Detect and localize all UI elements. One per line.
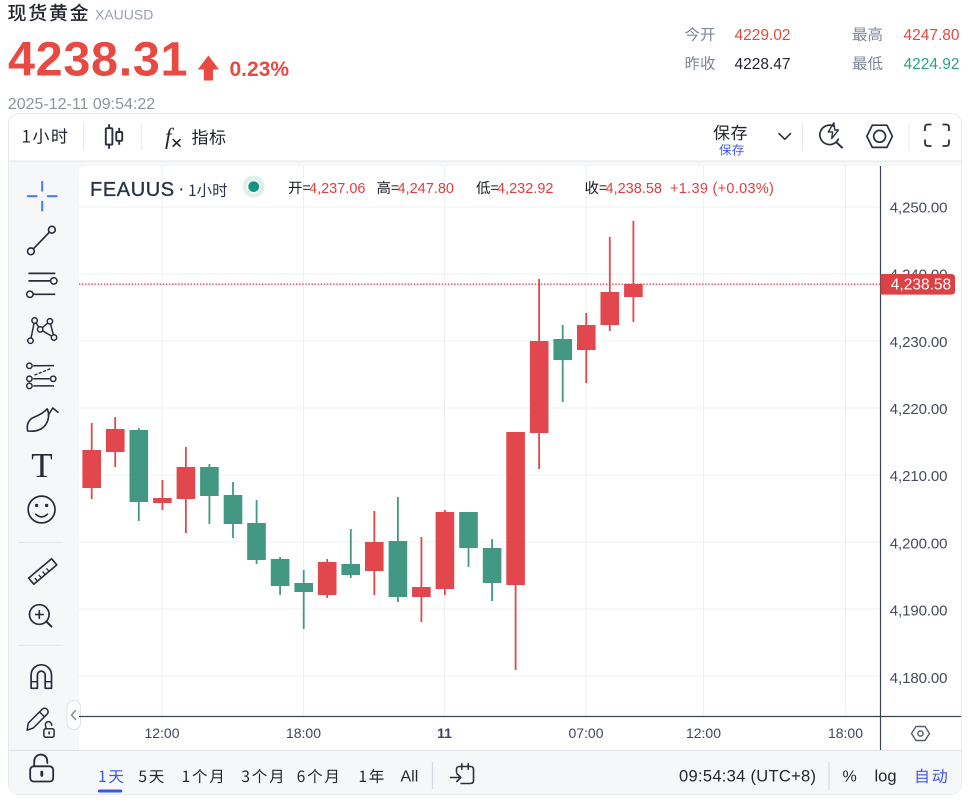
svg-text:FEAUUS: FEAUUS — [90, 179, 175, 201]
svg-text:T: T — [31, 446, 52, 485]
svg-text:07:00: 07:00 — [568, 725, 603, 741]
svg-text:4,230.00: 4,230.00 — [890, 334, 948, 351]
svg-text:f: f — [165, 124, 175, 149]
svg-text:XAUUSD: XAUUSD — [95, 7, 153, 23]
svg-text:18:00: 18:00 — [286, 725, 321, 741]
svg-text:18:00: 18:00 — [828, 725, 863, 741]
svg-text:4,200.00: 4,200.00 — [890, 535, 948, 552]
svg-text:4228.47: 4228.47 — [734, 56, 790, 73]
svg-text:2025-12-11 09:54:22: 2025-12-11 09:54:22 — [8, 96, 155, 113]
svg-text:+1.39 (+0.03%): +1.39 (+0.03%) — [670, 181, 774, 197]
svg-text:log: log — [875, 768, 897, 786]
svg-text:4,238.58: 4,238.58 — [891, 277, 951, 294]
svg-text:4229.02: 4229.02 — [734, 27, 790, 44]
svg-text:12:00: 12:00 — [686, 725, 721, 741]
svg-text:4,210.00: 4,210.00 — [890, 468, 948, 485]
svg-text:4,237.06: 4,237.06 — [309, 181, 365, 197]
svg-text:4247.80: 4247.80 — [903, 27, 959, 44]
svg-text:4,247.80: 4,247.80 — [398, 181, 454, 197]
svg-text:%: % — [843, 769, 857, 786]
svg-text:11: 11 — [437, 725, 452, 741]
svg-text:0.23%: 0.23% — [230, 58, 290, 81]
svg-text:All: All — [401, 769, 419, 786]
svg-text:09:54:34 (UTC+8): 09:54:34 (UTC+8) — [679, 768, 816, 786]
svg-text:4,220.00: 4,220.00 — [890, 401, 948, 418]
svg-text:4,190.00: 4,190.00 — [890, 603, 948, 620]
svg-text:4,250.00: 4,250.00 — [890, 199, 948, 216]
svg-text:4224.92: 4224.92 — [903, 56, 959, 73]
svg-text:4,232.92: 4,232.92 — [497, 181, 553, 197]
svg-text:4238.31: 4238.31 — [8, 33, 188, 87]
svg-text:·: · — [178, 178, 185, 200]
svg-text:12:00: 12:00 — [144, 725, 179, 741]
svg-text:4,238.58: 4,238.58 — [606, 181, 662, 197]
svg-text:4,180.00: 4,180.00 — [890, 670, 948, 687]
